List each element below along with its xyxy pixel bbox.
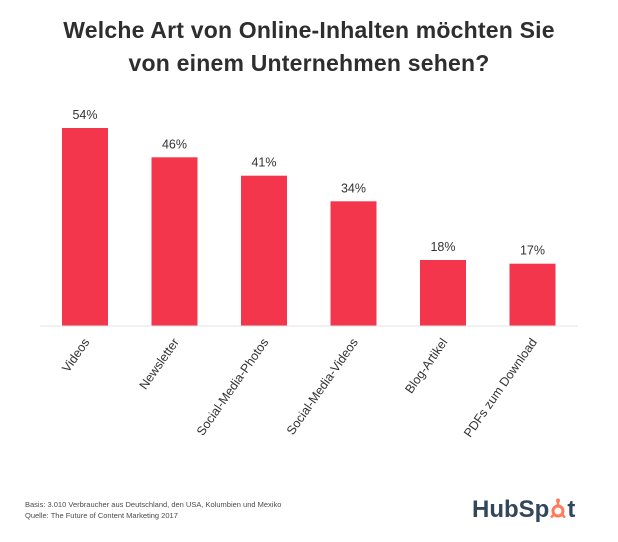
hubspot-logo: HubSp t	[472, 494, 575, 526]
bar-2	[241, 175, 287, 326]
category-label-0: Videos	[59, 336, 92, 375]
bar-1	[151, 157, 198, 326]
category-label-5: PDFs zum Download	[461, 336, 540, 440]
value-label-0: 54%	[72, 108, 97, 122]
category-label-3: Social-Media-Videos	[284, 336, 361, 438]
bar-0	[62, 128, 108, 326]
chart-title: Welche Art von Online-Inhalten möchten S…	[0, 14, 618, 80]
value-label-2: 41%	[251, 156, 276, 170]
bar-5	[509, 263, 556, 326]
logo-text-end: t	[567, 496, 576, 523]
category-labels-layer: Videos Newsletter Social-Media-Photos Socia…	[59, 336, 540, 440]
value-label-1: 46%	[162, 137, 187, 151]
bars-layer	[62, 128, 556, 326]
value-labels-layer: 54% 46% 41% 34% 18% 17%	[72, 108, 545, 258]
value-label-3: 34%	[341, 181, 366, 195]
value-label-4: 18%	[430, 240, 455, 254]
footnote-basis: Basis: 3.010 Verbraucher aus Deutschland…	[25, 500, 282, 509]
category-label-1: Newsletter	[137, 336, 182, 392]
logo-text-start: HubSp	[472, 496, 550, 523]
bar-3	[330, 201, 377, 326]
category-label-2: Social-Media-Photos	[194, 336, 272, 439]
chart-title-line-2: von einem Unternehmen sehen?	[128, 50, 490, 76]
sprocket-icon	[549, 494, 567, 526]
bar-4	[420, 260, 466, 326]
chart-title-line-1: Welche Art von Online-Inhalten möchten S…	[63, 17, 555, 43]
footnote-source: Quelle: The Future of Content Marketing …	[25, 511, 178, 520]
value-label-5: 17%	[520, 244, 545, 258]
category-label-4: Blog-Artikel	[402, 336, 450, 396]
